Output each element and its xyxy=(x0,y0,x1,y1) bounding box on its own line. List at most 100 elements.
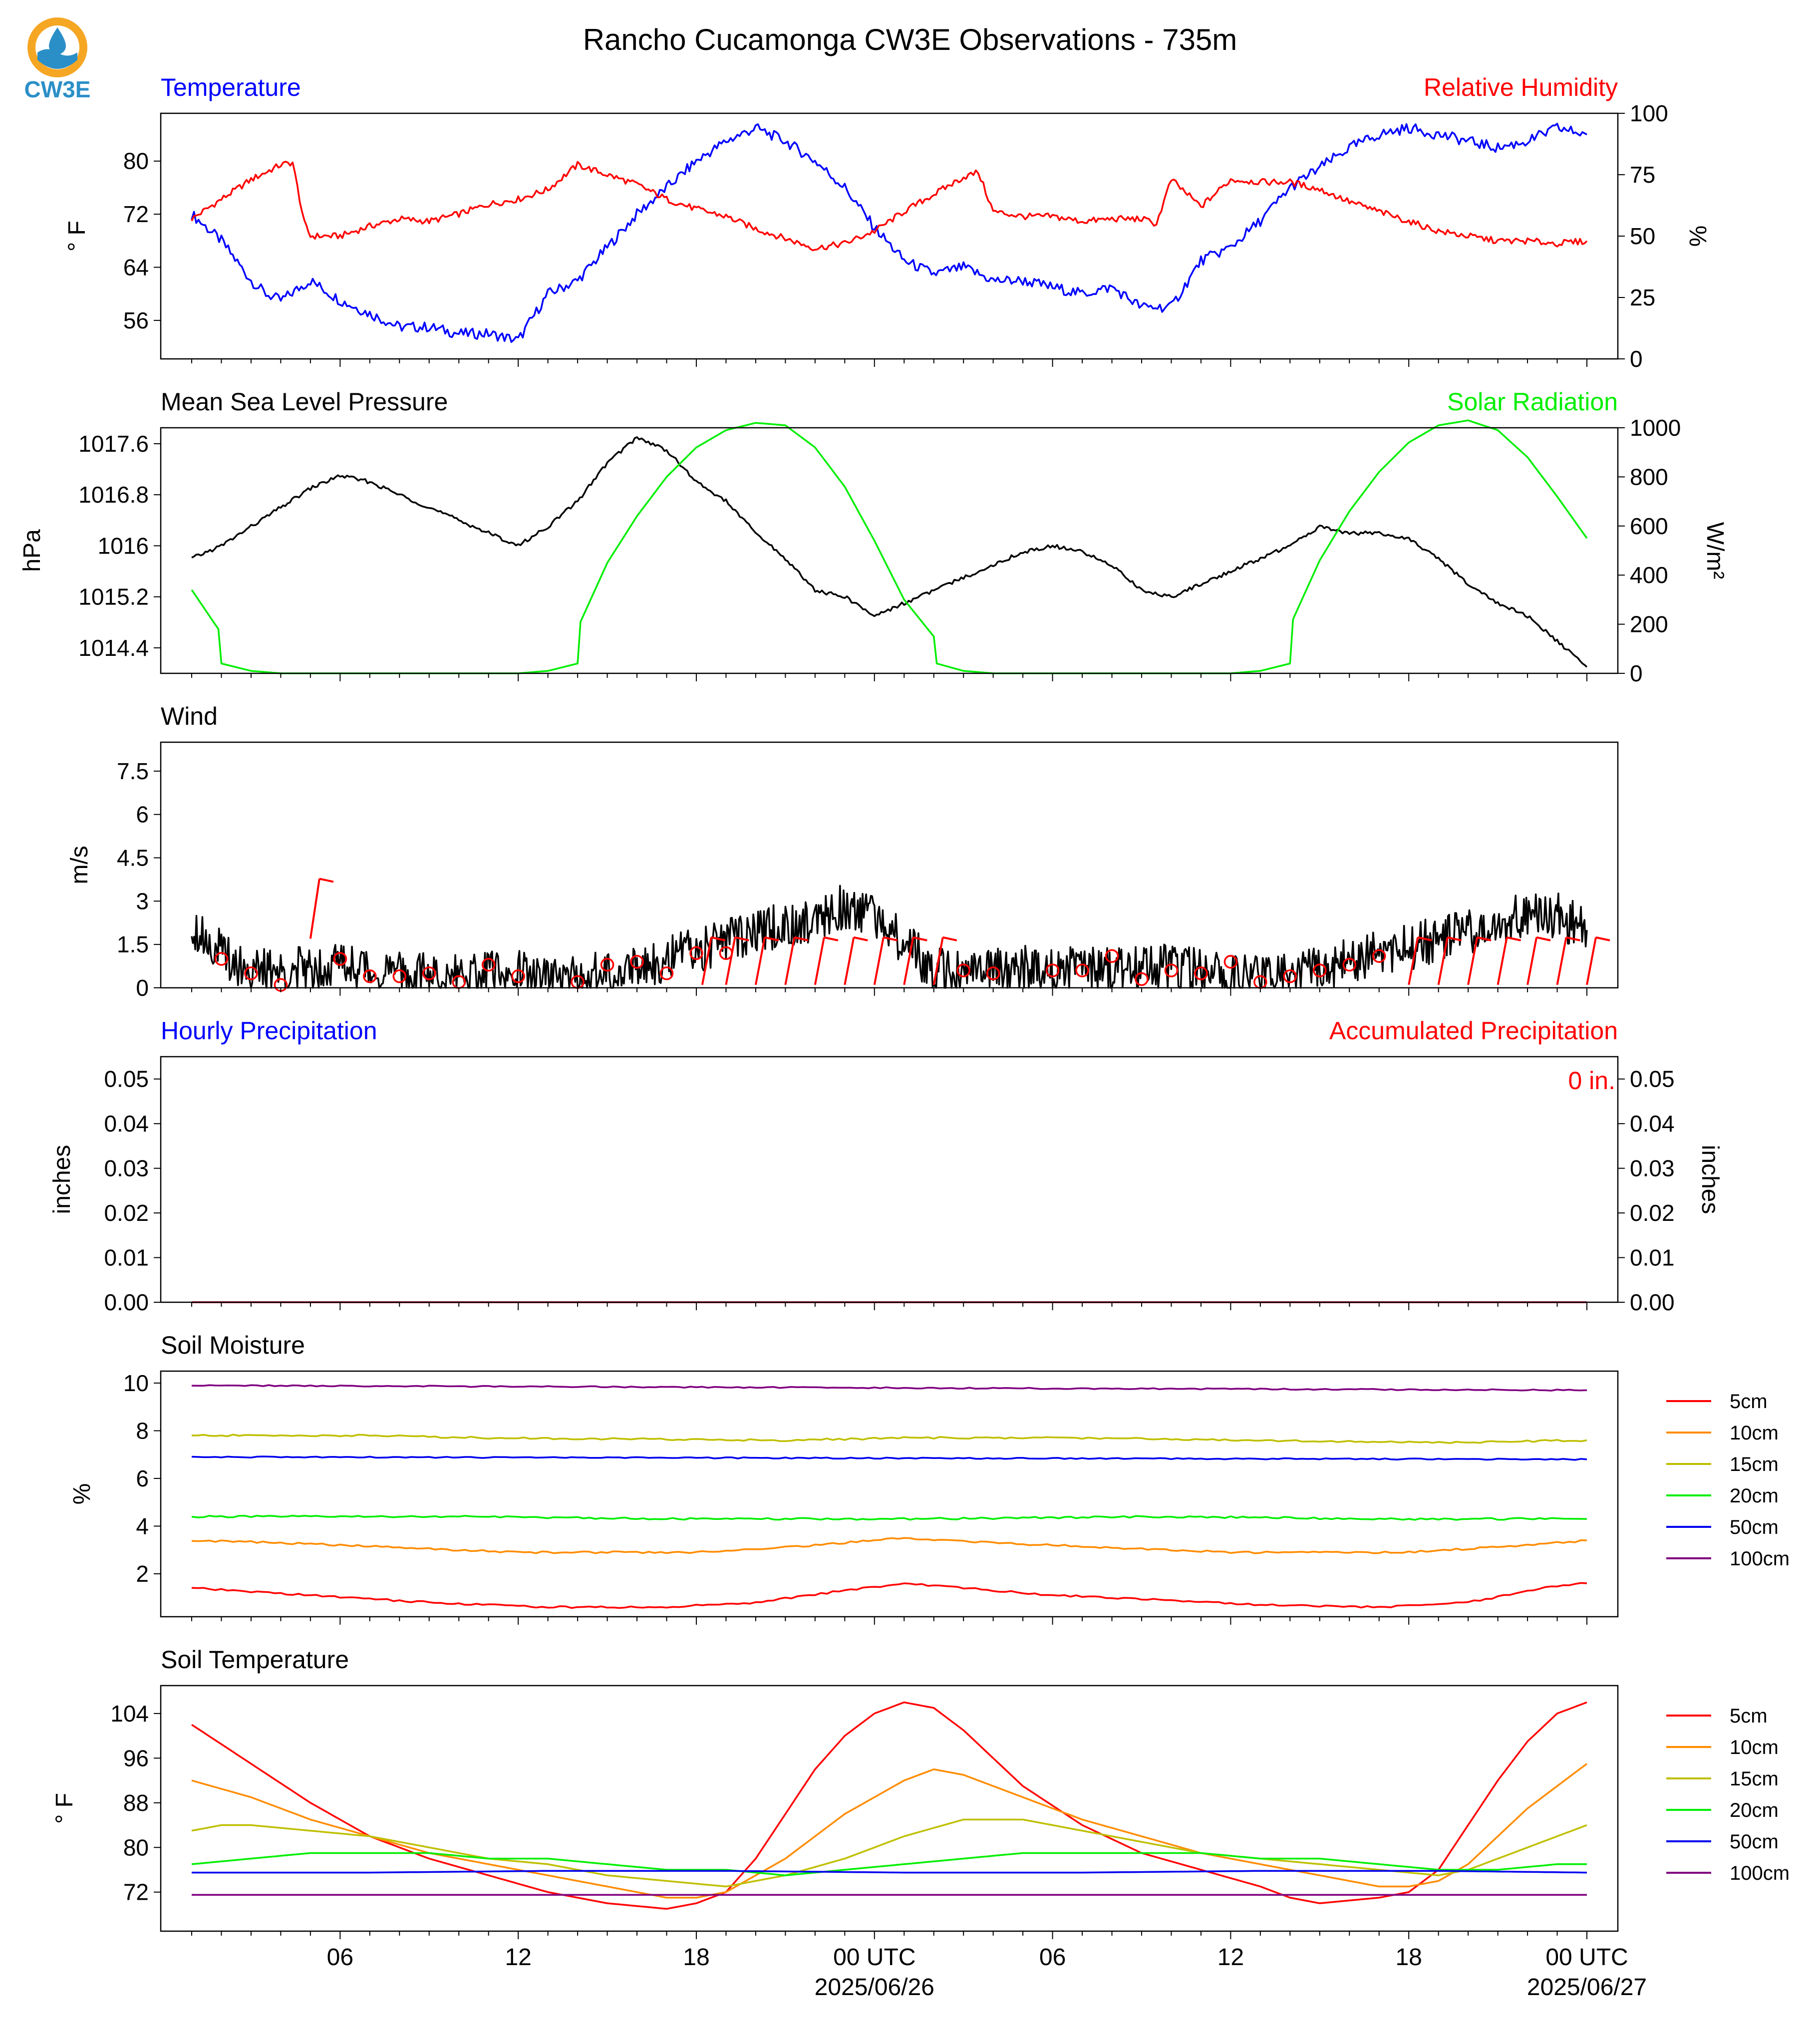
calm-wind-marker xyxy=(1075,963,1089,978)
wind-barb-shaft xyxy=(1586,937,1597,985)
y-tick-label: 0.03 xyxy=(104,1156,149,1181)
accumulated-precip-axis-label: inches xyxy=(1697,1145,1723,1214)
wind-barb-feather xyxy=(1447,936,1462,941)
y-tick-label: 64 xyxy=(123,254,149,280)
y-tick-label: 96 xyxy=(123,1745,149,1771)
y-tick-label: 0.00 xyxy=(104,1289,149,1315)
y-tick-label: 0.04 xyxy=(104,1111,149,1137)
series-50cm-line xyxy=(192,1870,1587,1874)
series-5cm-line xyxy=(191,1582,1587,1609)
panel-frame xyxy=(160,1685,1619,1932)
y2-tick-label: 0.01 xyxy=(1630,1245,1675,1271)
accumulated-precip-title: Accumulated Precipitation xyxy=(1329,1017,1618,1045)
pressure-axis-label: hPa xyxy=(19,529,45,572)
wind-barb-shaft xyxy=(701,937,712,985)
soil-moisture-axis-label: % xyxy=(69,1483,95,1505)
panel-soil-moisture: Soil Moisture 2 4 6 8 10 5cm 10cm 15cm 20cm 50cm… xyxy=(69,1331,1790,1625)
wind-barb-shaft xyxy=(1467,937,1479,985)
cw3e-logo: CW3E xyxy=(24,17,91,102)
y-tick-label: 0 xyxy=(136,975,149,1001)
y-tick-label: 1.5 xyxy=(117,931,149,957)
y2-tick-label: 600 xyxy=(1630,513,1668,539)
pressure_solar-series-0-line xyxy=(191,436,1588,668)
wind-axis-label: m/s xyxy=(66,846,93,884)
series-10cm-line xyxy=(191,1537,1587,1554)
wind-barb-feather xyxy=(912,936,927,941)
y-tick-label: 80 xyxy=(123,148,149,174)
y2-tick-label: 0 xyxy=(1630,346,1643,372)
y-tick-label: 104 xyxy=(110,1701,149,1727)
time-tick-label: 06 xyxy=(1039,1944,1066,1971)
calm-wind-marker xyxy=(333,952,347,966)
calm-wind-marker xyxy=(956,963,970,978)
y-tick-label: 4 xyxy=(136,1513,149,1539)
wind-barb-shaft xyxy=(1526,937,1538,985)
y-tick-label: 0.01 xyxy=(104,1245,149,1271)
solar-title: Solar Radiation xyxy=(1447,388,1618,416)
y-tick-label: 3 xyxy=(136,888,149,914)
calm-wind-marker xyxy=(630,955,644,969)
wind-barb-feather xyxy=(735,936,749,941)
pressure-title: Mean Sea Level Pressure xyxy=(161,388,448,416)
wind-barb-shaft xyxy=(725,937,736,985)
series-20cm-line xyxy=(191,1852,1587,1876)
y-tick-label: 6 xyxy=(136,1465,149,1491)
y-tick-label: 72 xyxy=(123,201,149,227)
solar-axis-label: W/m² xyxy=(1702,522,1728,579)
series-10cm-line xyxy=(191,1763,1588,1899)
time-tick-label: 12 xyxy=(1217,1944,1244,1971)
legend-label-20cm: 20cm xyxy=(1730,1799,1779,1821)
y-tick-label: 4.5 xyxy=(117,845,149,871)
wind-barb-shaft xyxy=(784,937,796,985)
y2-tick-label: 400 xyxy=(1630,562,1668,588)
legend-label-50cm: 50cm xyxy=(1730,1516,1779,1538)
wind-barb-shaft xyxy=(1497,937,1508,985)
calm-wind-marker xyxy=(986,966,1000,980)
humidity-axis-label: % xyxy=(1684,226,1711,247)
wind-barb-feather xyxy=(711,936,726,941)
chart-title: Rancho Cucamonga CW3E Observations - 735… xyxy=(583,23,1237,56)
y2-tick-label: 0.02 xyxy=(1630,1200,1675,1226)
y-tick-label: 0.05 xyxy=(104,1066,149,1092)
logo-text: CW3E xyxy=(24,76,91,102)
y-tick-label: 8 xyxy=(136,1418,149,1444)
calm-wind-marker xyxy=(244,966,258,980)
wind-barb-feather xyxy=(794,936,809,941)
y-tick-label: 10 xyxy=(123,1370,149,1396)
legend-label-50cm: 50cm xyxy=(1730,1831,1779,1853)
accumulated-precip-value: 0 in. xyxy=(1568,1067,1615,1095)
wind-barb-feather xyxy=(1477,936,1492,941)
y2-tick-label: 50 xyxy=(1630,223,1655,249)
calm-wind-marker xyxy=(1313,963,1327,978)
time-tick-label: 18 xyxy=(683,1944,709,1971)
series-5cm-line xyxy=(191,1701,1587,1910)
calm-wind-marker xyxy=(1105,949,1119,963)
y-tick-label: 1016.8 xyxy=(78,482,149,508)
legend-label-15cm: 15cm xyxy=(1730,1768,1779,1790)
time-tick-label: 12 xyxy=(505,1944,531,1971)
panel-pressure-solar: Mean Sea Level Pressure Solar Radiation … xyxy=(19,388,1728,686)
wind-barb-feather xyxy=(1507,936,1521,941)
wind-title: Wind xyxy=(161,702,218,730)
panel-temperature-humidity: Temperature Relative Humidity 56 64 72 80 0… xyxy=(64,73,1711,372)
humidity-title: Relative Humidity xyxy=(1424,73,1618,101)
legend-label-15cm: 15cm xyxy=(1730,1453,1779,1475)
wind-barb-shaft xyxy=(903,937,914,985)
panel-frame xyxy=(160,741,1619,989)
wind-barb-feather xyxy=(1417,936,1432,941)
panel-soil-temperature: Soil Temperature 72 80 88 96 104 5cm 10cm 15cm… xyxy=(51,1646,1790,1939)
calm-wind-marker xyxy=(659,966,674,980)
panel-precipitation: Hourly Precipitation Accumulated Precipi… xyxy=(49,1017,1723,1315)
legend-label-5cm: 5cm xyxy=(1730,1391,1768,1413)
legend-label-10cm: 10cm xyxy=(1730,1737,1779,1758)
y-tick-label: 80 xyxy=(123,1834,149,1860)
calm-wind-marker xyxy=(1164,963,1179,978)
y2-tick-label: 1000 xyxy=(1630,415,1681,441)
wind-barb-shaft xyxy=(844,937,855,985)
hourly-precip-axis-label: inches xyxy=(49,1145,75,1214)
time-tick-label: 00 UTC xyxy=(833,1944,915,1971)
y2-tick-label: 800 xyxy=(1630,464,1668,490)
panel-frame xyxy=(160,1370,1619,1618)
logo-wave-icon xyxy=(37,49,77,69)
legend-label-20cm: 20cm xyxy=(1730,1485,1779,1507)
